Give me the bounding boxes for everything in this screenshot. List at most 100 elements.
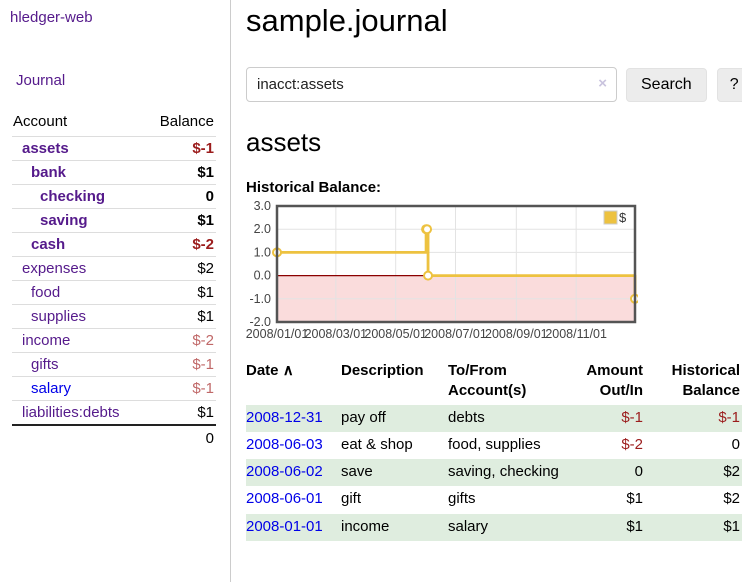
account-column-header: Account: [13, 113, 68, 130]
main-content: sample.journal × Search ? assets Histori…: [246, 0, 742, 541]
x-tick-label: 2008/01/01: [246, 327, 308, 341]
account-row: expenses $2: [12, 256, 216, 281]
register-amount: $1: [626, 490, 643, 508]
account-balance: $1: [145, 280, 216, 305]
page-title: sample.journal: [246, 3, 448, 38]
register-balance: $2: [723, 463, 740, 480]
account-link[interactable]: gifts: [31, 356, 59, 373]
accounts-table-header: Account Balance: [12, 109, 216, 137]
register-balance: 0: [731, 435, 740, 453]
register-description: pay off: [341, 408, 386, 426]
account-row: bank $1: [12, 160, 216, 185]
register-date-link[interactable]: 2008-01-01: [246, 517, 323, 535]
chart-heading: Historical Balance:: [246, 179, 382, 196]
register-balance: $1: [723, 517, 740, 535]
account-row: food $1: [12, 280, 216, 305]
account-row: saving $1: [12, 208, 216, 233]
legend-swatch: [603, 210, 618, 225]
y-tick-label: -2.0: [249, 315, 271, 329]
account-link[interactable]: checking: [40, 188, 106, 205]
register-balance: $-1: [718, 408, 740, 426]
y-tick-label: 3.0: [254, 199, 271, 213]
search-box: ×: [246, 67, 617, 102]
register-table: Date ∧ Description To/From Account(s) Am…: [246, 359, 742, 541]
account-link[interactable]: food: [31, 284, 61, 301]
x-tick-label: 2008/05/01: [364, 327, 427, 341]
register-accounts: debts: [448, 408, 485, 426]
register-header-row: Date ∧ Description To/From Account(s) Am…: [246, 359, 742, 405]
register-description: income: [341, 517, 390, 535]
account-row: supplies $1: [12, 304, 216, 329]
register-amount: 0: [634, 463, 643, 480]
register-row: 2008-06-02 save saving, checking 0 $2: [246, 459, 742, 487]
data-point-marker: [422, 224, 433, 235]
register-amount: $-2: [621, 435, 643, 453]
account-balance: $-1: [145, 352, 216, 377]
account-row: cash $-2: [12, 232, 216, 257]
account-balance: $1: [145, 400, 216, 425]
account-balance: 0: [145, 184, 216, 209]
description-column-header: Description: [341, 362, 424, 379]
account-heading: assets: [246, 127, 322, 157]
account-link[interactable]: bank: [31, 164, 67, 181]
account-link[interactable]: saving: [40, 212, 88, 229]
account-balance: $2: [145, 256, 216, 281]
account-link[interactable]: assets: [22, 140, 69, 157]
register-date-link[interactable]: 2008-06-02: [246, 463, 323, 480]
sidebar: hledger-web Journal Account Balance asse…: [0, 0, 231, 582]
account-link[interactable]: supplies: [31, 308, 87, 325]
data-point-marker: [423, 270, 434, 281]
balance-column-header-register: Historical Balance: [671, 362, 740, 400]
search-bar: × Search ?: [246, 67, 742, 102]
date-column-header[interactable]: Date ∧: [246, 362, 294, 379]
register-row: 2008-01-01 income salary $1 $1: [246, 513, 742, 541]
y-tick-label: 1.0: [254, 245, 271, 259]
accounts-total-balance: 0: [145, 424, 216, 451]
account-balance: $1: [145, 304, 216, 329]
x-tick-label: 2008/09/01: [485, 327, 548, 341]
balance-column-header: Balance: [159, 113, 214, 130]
account-balance: $-1: [145, 136, 216, 161]
account-link[interactable]: income: [22, 332, 71, 349]
account-link[interactable]: cash: [31, 236, 66, 253]
register-date-link[interactable]: 2008-12-31: [246, 408, 323, 426]
account-row: assets $-1: [12, 136, 216, 161]
account-row: income $-2: [12, 328, 216, 353]
register-description: eat & shop: [341, 435, 413, 453]
sort-asc-icon: ∧: [282, 362, 294, 379]
help-button[interactable]: ?: [716, 67, 742, 102]
register-description: save: [341, 463, 373, 480]
accounts-column-header: To/From Account(s): [448, 362, 527, 400]
register-accounts: gifts: [448, 490, 476, 508]
account-link[interactable]: expenses: [22, 260, 87, 277]
register-date-link[interactable]: 2008-06-03: [246, 435, 323, 453]
accounts-total-row: 0: [12, 424, 216, 451]
account-link[interactable]: liabilities:debts: [22, 404, 120, 421]
search-input[interactable]: [246, 67, 617, 102]
search-button[interactable]: Search: [626, 67, 707, 102]
sidebar-item-journal[interactable]: Journal: [16, 72, 66, 89]
register-balance: $2: [723, 490, 740, 508]
account-balance: $-2: [145, 232, 216, 257]
x-tick-label: 2008/07/01: [424, 327, 487, 341]
y-tick-label: -1.0: [249, 292, 271, 306]
x-tick-label: 2008/11/01: [545, 327, 607, 341]
amount-column-header: Amount Out/In: [586, 362, 643, 400]
register-accounts: food, supplies: [448, 435, 541, 453]
register-accounts: salary: [448, 517, 489, 535]
legend-label: $: [619, 210, 627, 225]
app-brand-link[interactable]: hledger-web: [10, 9, 93, 26]
clear-search-icon[interactable]: ×: [598, 75, 607, 92]
account-link[interactable]: salary: [31, 380, 72, 397]
account-balance: $-1: [145, 376, 216, 401]
account-row: liabilities:debts $1: [12, 400, 216, 425]
account-balance: $-2: [145, 328, 216, 353]
x-tick-label: 2008/03/01: [305, 327, 368, 341]
account-balance: $1: [145, 160, 216, 185]
register-date-link[interactable]: 2008-06-01: [246, 490, 323, 508]
y-tick-label: 2.0: [254, 222, 271, 236]
register-row: 2008-06-01 gift gifts $1 $2: [246, 486, 742, 513]
historical-balance-chart: $3.0 2.0 1.0 0.0 -1.0 -2.02008/01/012008/03/0…: [246, 199, 638, 341]
register-row: 2008-12-31 pay off debts $-1 $-1: [246, 404, 742, 432]
account-row: salary $-1: [12, 376, 216, 401]
